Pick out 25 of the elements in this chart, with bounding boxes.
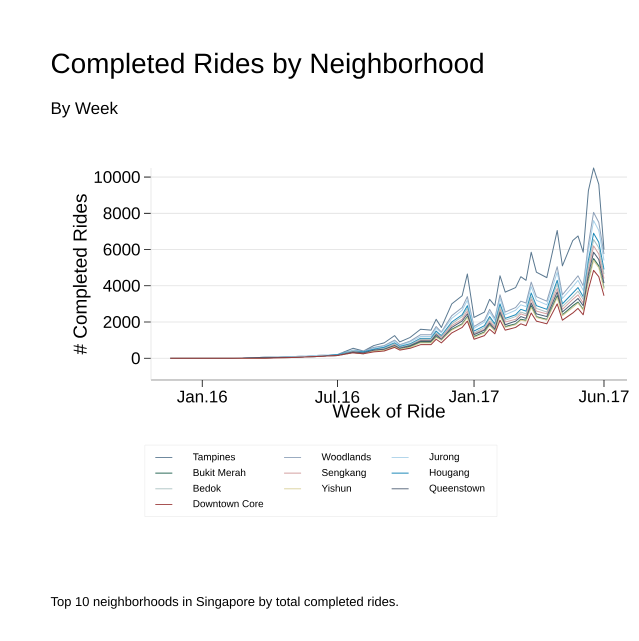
legend-label: Bukit Merah — [194, 468, 246, 476]
y-tick-label: 8000 — [104, 207, 140, 220]
legend-label: Downtown Core — [194, 500, 264, 508]
x-tick-label: Jun.17 — [578, 390, 629, 402]
legend-label: Sengkang — [322, 468, 366, 478]
x-tick-label: Jul.16 — [315, 390, 360, 403]
legend-label: Bedok — [194, 484, 222, 492]
y-tick-label: 4000 — [103, 280, 140, 292]
y-tick-label: 6000 — [104, 244, 140, 256]
legend-label: Hougang — [430, 468, 469, 478]
legend-label: Yishun — [322, 484, 351, 492]
legend-label: Queenstown — [430, 484, 484, 494]
y-tick-label: 0 — [132, 352, 140, 364]
legend-label: Woodlands — [322, 453, 371, 460]
x-axis-title: Week of Ride — [332, 404, 445, 418]
y-tick-label: 2000 — [104, 316, 140, 328]
legend-label: Jurong — [429, 453, 459, 462]
x-tick-label: Jan.16 — [177, 390, 227, 403]
chart-subtitle: By Week — [52, 102, 118, 118]
x-tick-label: Jan.17 — [448, 390, 499, 402]
y-tick-label: 10000 — [94, 171, 140, 184]
legend-label: Tampines — [192, 453, 236, 462]
y-axis-title: # Completed Rides — [72, 194, 91, 354]
chart-title: Completed Rides by Neighborhood — [52, 52, 483, 79]
text: Top 10 neighborhoods in Singapore by total completed rides. — [50, 596, 398, 609]
